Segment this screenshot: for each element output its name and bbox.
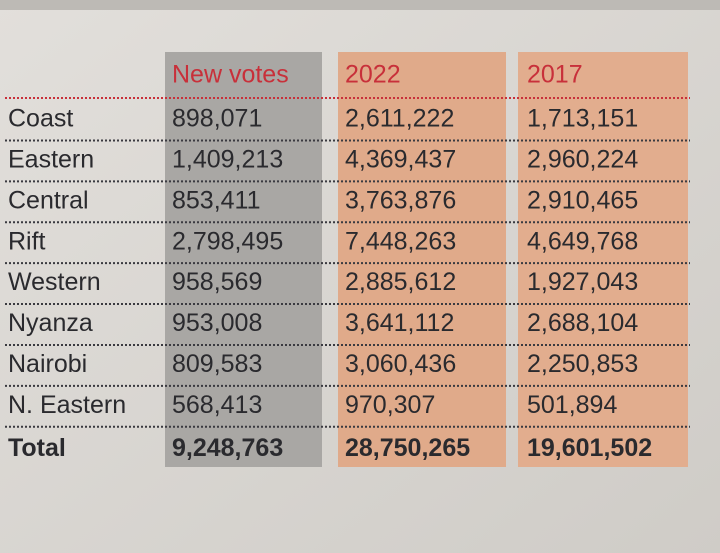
cell-value: 3,060,436 xyxy=(345,350,456,378)
cell-value: 2,688,104 xyxy=(527,309,638,337)
total-value: 9,248,763 xyxy=(172,434,283,462)
row-label: Coast xyxy=(8,105,73,133)
column-2022 xyxy=(338,52,506,467)
column-header: 2017 xyxy=(527,61,583,89)
cell-value: 1,927,043 xyxy=(527,268,638,296)
total-label: Total xyxy=(8,434,66,462)
cell-value: 809,583 xyxy=(172,350,262,378)
cell-value: 501,894 xyxy=(527,391,617,419)
cell-value: 7,448,263 xyxy=(345,227,456,255)
row-label: Nyanza xyxy=(8,309,93,337)
cell-value: 4,649,768 xyxy=(527,227,638,255)
column-header: 2022 xyxy=(345,61,401,89)
cell-value: 2,960,224 xyxy=(527,146,638,174)
cell-value: 898,071 xyxy=(172,105,262,133)
cell-value: 4,369,437 xyxy=(345,146,456,174)
table-cells: New votes 2022 2017 Coast 898,071 2,611,222 1,… xyxy=(5,61,690,462)
cell-value: 970,307 xyxy=(345,391,435,419)
new-votes-column xyxy=(165,52,322,467)
cell-value: 568,413 xyxy=(172,391,262,419)
cell-value: 3,641,112 xyxy=(345,309,454,337)
row-label: N. Eastern xyxy=(8,391,126,419)
cell-value: 3,763,876 xyxy=(345,186,456,214)
column-2017 xyxy=(518,52,688,467)
page-edge xyxy=(0,0,720,10)
cell-value: 2,611,222 xyxy=(345,105,454,133)
cell-value: 2,910,465 xyxy=(527,186,638,214)
row-label: Central xyxy=(8,186,89,214)
cell-value: 853,411 xyxy=(172,186,261,214)
cell-value: 1,713,151 xyxy=(527,105,638,133)
row-label: Rift xyxy=(8,227,46,255)
cell-value: 2,798,495 xyxy=(172,227,283,255)
row-label: Eastern xyxy=(8,146,94,174)
column-header: New votes xyxy=(172,61,289,89)
row-label: Western xyxy=(8,268,101,296)
total-value: 19,601,502 xyxy=(527,434,652,462)
cell-value: 958,569 xyxy=(172,268,262,296)
cell-value: 1,409,213 xyxy=(172,146,283,174)
row-label: Nairobi xyxy=(8,350,87,378)
cell-value: 953,008 xyxy=(172,309,262,337)
cell-value: 2,885,612 xyxy=(345,268,456,296)
total-value: 28,750,265 xyxy=(345,434,470,462)
cell-value: 2,250,853 xyxy=(527,350,638,378)
